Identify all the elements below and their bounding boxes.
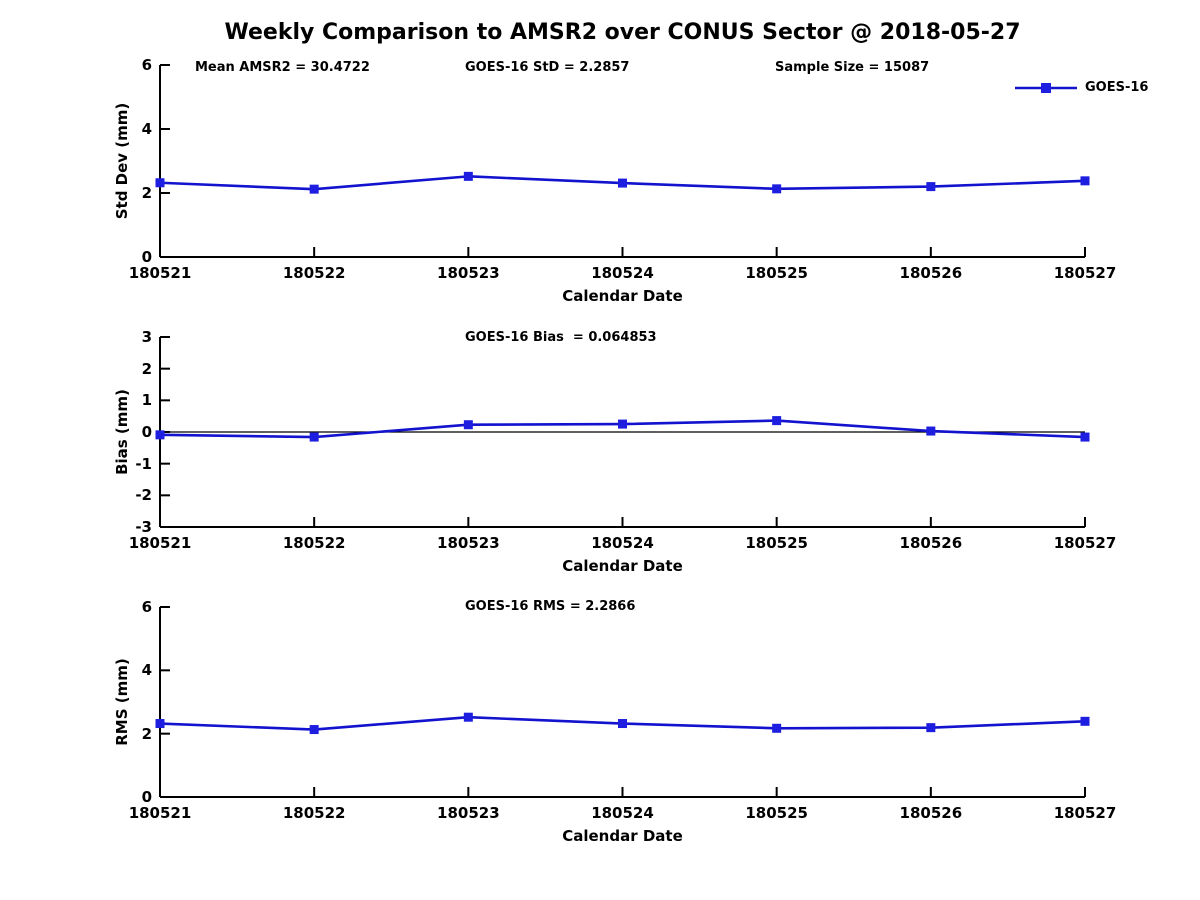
x-axis-label-rms: Calendar Date (562, 827, 683, 845)
y-tick-label: -1 (135, 454, 152, 473)
data-marker (618, 419, 627, 429)
data-marker (309, 432, 319, 442)
y-tick-label: 1 (141, 391, 152, 410)
legend-label: GOES-16 (1085, 80, 1149, 95)
y-tick-label: 2 (141, 184, 152, 202)
annotation-goes16-bias: GOES-16 Bias = 0.064853 (465, 330, 657, 345)
data-marker (618, 719, 627, 729)
data-marker (772, 416, 782, 426)
y-tick-label: 0 (141, 248, 152, 266)
x-tick-label: 180525 (745, 804, 808, 822)
data-marker (155, 719, 165, 729)
y-tick-label: 4 (141, 661, 152, 680)
x-axis-label-stddev: Calendar Date (562, 287, 683, 305)
x-tick-label: 180521 (128, 534, 192, 552)
x-tick-label: 180527 (1053, 264, 1117, 282)
x-axis-label-bias: Calendar Date (562, 557, 683, 575)
data-marker (463, 171, 473, 181)
y-tick-label: 6 (141, 56, 152, 74)
data-marker (926, 723, 936, 733)
x-tick-label: 180522 (282, 534, 346, 552)
legend-line-marker-icon (1015, 82, 1077, 93)
y-tick-label: 0 (141, 788, 152, 806)
data-marker (926, 426, 936, 436)
y-tick-label: 2 (141, 359, 152, 378)
x-tick-label: 180522 (282, 804, 346, 822)
data-marker (155, 430, 165, 440)
x-tick-label: 180523 (437, 534, 500, 552)
y-tick-label: 3 (141, 328, 152, 346)
legend: GOES-16 (1014, 80, 1148, 95)
x-tick-label: 180524 (591, 534, 654, 552)
annotation-sample-size: Sample Size = 15087 (775, 60, 930, 75)
data-marker (463, 712, 473, 722)
y-tick-label: -2 (135, 486, 152, 505)
data-marker (309, 184, 319, 194)
x-tick-label: 180521 (128, 264, 192, 282)
data-marker (155, 178, 165, 188)
data-marker (463, 420, 473, 430)
data-marker (1080, 432, 1090, 442)
y-tick-label: 4 (141, 120, 152, 138)
y-tick-label: 0 (141, 423, 152, 441)
y-tick-label: 2 (141, 724, 152, 743)
x-tick-label: 180524 (591, 264, 654, 282)
annotation-goes16-rms: GOES-16 RMS = 2.2866 (465, 599, 636, 614)
data-marker (1080, 176, 1090, 186)
chart-title: Weekly Comparison to AMSR2 over CONUS Se… (224, 20, 1021, 45)
y-tick-label: 6 (141, 598, 152, 616)
x-tick-label: 180525 (745, 264, 808, 282)
x-tick-label: 180522 (282, 264, 346, 282)
x-tick-label: 180524 (591, 804, 654, 822)
data-marker (618, 178, 627, 188)
x-tick-label: 180523 (437, 804, 500, 822)
x-tick-label: 180523 (437, 264, 500, 282)
annotation-mean-amsr2: Mean AMSR2 = 30.4722 (195, 60, 370, 75)
data-marker (772, 184, 782, 194)
x-tick-label: 180521 (128, 804, 192, 822)
data-marker (772, 723, 782, 733)
annotation-goes16-std: GOES-16 StD = 2.2857 (465, 60, 630, 75)
data-marker (1080, 716, 1090, 726)
x-tick-label: 180527 (1053, 804, 1117, 822)
data-marker (309, 725, 319, 735)
x-tick-label: 180525 (745, 534, 808, 552)
x-tick-label: 180526 (899, 264, 963, 282)
y-tick-label: -3 (135, 518, 152, 536)
x-tick-label: 180526 (899, 804, 963, 822)
x-tick-label: 180527 (1053, 534, 1117, 552)
x-tick-label: 180526 (899, 534, 963, 552)
data-marker (926, 182, 936, 192)
